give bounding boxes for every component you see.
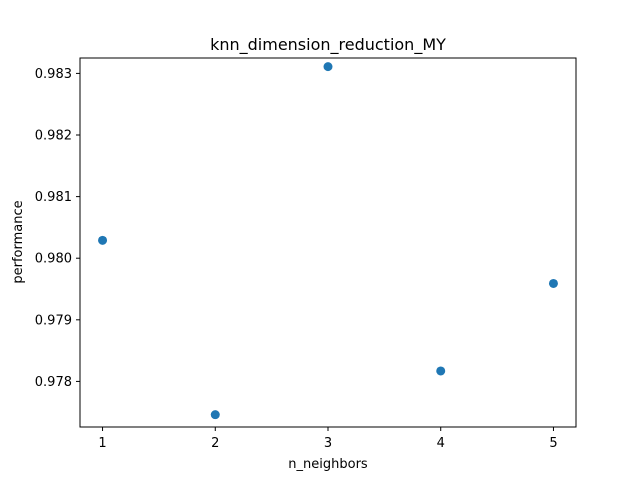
x-tick-label: 2 — [211, 436, 219, 451]
data-points — [98, 62, 558, 420]
x-tick-label: 4 — [437, 436, 445, 451]
x-axis-ticks: 1 2 3 4 5 — [98, 427, 558, 451]
y-tick-label: 0.978 — [35, 375, 72, 390]
x-tick-label: 5 — [549, 436, 557, 451]
data-point-4 — [436, 366, 446, 376]
data-point-3 — [323, 62, 333, 72]
x-tick-label: 1 — [98, 436, 106, 451]
y-axis-ticks: 0.978 0.979 0.980 0.981 0.982 0.983 — [35, 67, 80, 390]
y-axis-label: performance — [11, 200, 26, 283]
chart-title: knn_dimension_reduction_MY — [210, 35, 446, 55]
y-tick-label: 0.981 — [35, 190, 72, 205]
data-point-1 — [98, 235, 108, 245]
x-axis-label: n_neighbors — [288, 457, 368, 472]
y-tick-label: 0.983 — [35, 67, 72, 82]
data-point-5 — [548, 278, 558, 288]
y-tick-label: 0.979 — [35, 313, 72, 328]
y-tick-label: 0.982 — [35, 129, 72, 144]
x-tick-label: 3 — [324, 436, 332, 451]
plot-frame — [79, 57, 577, 428]
y-tick-label: 0.980 — [35, 252, 72, 267]
data-point-2 — [210, 410, 220, 420]
